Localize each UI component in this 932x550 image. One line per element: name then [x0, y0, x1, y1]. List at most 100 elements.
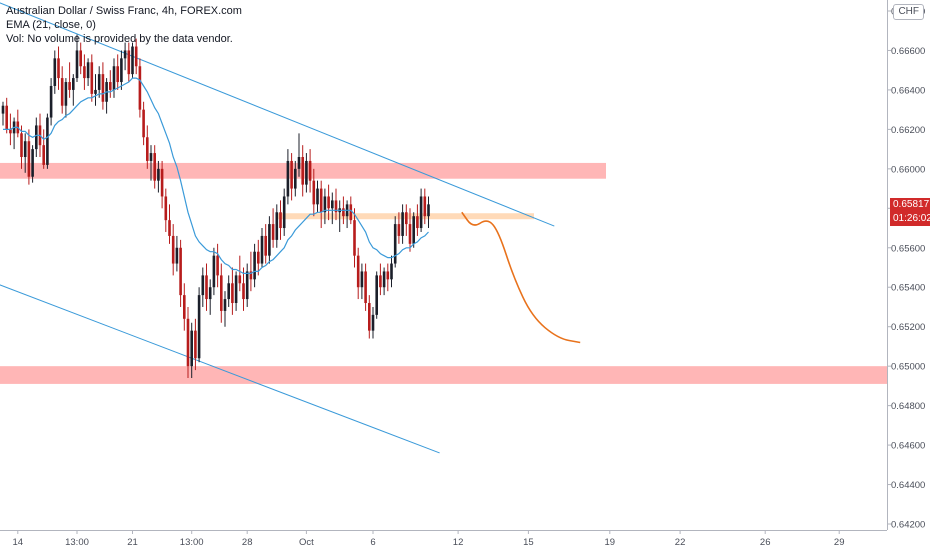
candle-body — [208, 287, 212, 300]
candle — [308, 149, 312, 193]
candle-body — [75, 50, 79, 79]
candle-body — [364, 271, 367, 304]
candle-body — [186, 318, 190, 367]
candle — [175, 235, 179, 272]
candle — [286, 149, 290, 205]
sr-zone-2 — [0, 366, 887, 384]
candle-body — [127, 50, 131, 75]
trendlines-layer — [0, 2, 555, 454]
candles-layer — [1, 34, 430, 378]
price-tick-label: 0.66400 — [891, 85, 925, 96]
candle-body — [72, 78, 75, 90]
candle-body — [42, 145, 45, 165]
candle-body — [116, 66, 119, 83]
candle — [249, 251, 253, 292]
currency-badge[interactable]: CHF — [893, 4, 924, 20]
candle-body — [312, 180, 316, 205]
candle-body — [264, 235, 267, 256]
candle-body — [290, 160, 293, 189]
candle — [334, 188, 338, 221]
candle — [257, 239, 260, 276]
candle — [60, 66, 64, 114]
candle-body — [94, 89, 97, 94]
candle-body — [305, 160, 308, 185]
candle — [112, 58, 116, 98]
candle — [42, 129, 45, 169]
time-axis[interactable]: 14 13:00 21 13:00 28 Oct 6 12 15 19 22 26 29 — [0, 530, 887, 548]
candle — [393, 216, 397, 268]
candle — [142, 101, 145, 146]
candle — [164, 188, 168, 232]
candle-body — [375, 275, 378, 315]
time-tick-label: 15 — [523, 537, 534, 548]
candle — [157, 160, 160, 193]
candle-body — [297, 157, 301, 169]
candle-body — [223, 299, 227, 311]
candle-body — [86, 62, 90, 79]
candle — [190, 322, 193, 378]
candle — [264, 224, 267, 264]
candle-body — [179, 247, 182, 296]
candle — [223, 291, 227, 327]
candle — [97, 66, 101, 98]
candle — [134, 38, 138, 75]
candle-body — [220, 275, 223, 311]
candle — [94, 74, 97, 106]
candle — [153, 145, 156, 189]
time-tick-label: 13:00 — [65, 537, 89, 548]
candle-body — [68, 82, 71, 90]
time-tick-label: 19 — [605, 537, 616, 548]
candle-body — [23, 141, 27, 158]
candle-body — [308, 160, 312, 181]
candle-body — [168, 220, 171, 236]
candle-body — [164, 196, 168, 221]
candle-body — [175, 247, 179, 264]
time-tick-label: 6 — [370, 537, 375, 548]
candle — [427, 196, 430, 229]
candle-body — [123, 50, 127, 59]
candle — [412, 212, 415, 248]
candle — [382, 267, 386, 296]
candle — [186, 306, 190, 378]
candle — [179, 239, 182, 307]
candle-body — [197, 295, 201, 359]
candle-body — [390, 263, 393, 280]
candle — [397, 212, 401, 244]
candle — [331, 192, 334, 225]
candle — [323, 188, 327, 225]
candle — [368, 295, 371, 339]
candle — [27, 129, 31, 185]
time-tick-label: 29 — [834, 537, 845, 548]
candle-body — [83, 66, 86, 79]
candle-body — [412, 216, 415, 244]
candle — [131, 42, 134, 79]
candle-body — [334, 200, 338, 213]
candle — [83, 54, 86, 90]
candle-body — [419, 196, 423, 229]
candle — [23, 133, 27, 173]
candle — [220, 263, 223, 323]
candle-body — [408, 224, 412, 244]
time-tick-label: 22 — [675, 537, 686, 548]
candle-body — [405, 212, 408, 225]
candle-body — [5, 105, 8, 130]
candle — [90, 54, 94, 102]
candle — [268, 216, 271, 264]
candle — [242, 267, 245, 311]
candle-body — [286, 160, 290, 197]
candle — [72, 74, 75, 106]
candle-body — [242, 283, 245, 300]
candle-body — [353, 220, 356, 256]
candle — [75, 34, 79, 83]
candle — [20, 125, 23, 169]
candle-body — [275, 212, 279, 240]
candle — [31, 145, 34, 183]
candle-body — [27, 141, 31, 177]
candle — [53, 50, 57, 94]
candle-body — [205, 275, 208, 300]
candle-body — [316, 188, 319, 205]
candle-body — [371, 314, 375, 331]
candle-body — [109, 82, 112, 90]
candle-body — [1, 105, 5, 114]
